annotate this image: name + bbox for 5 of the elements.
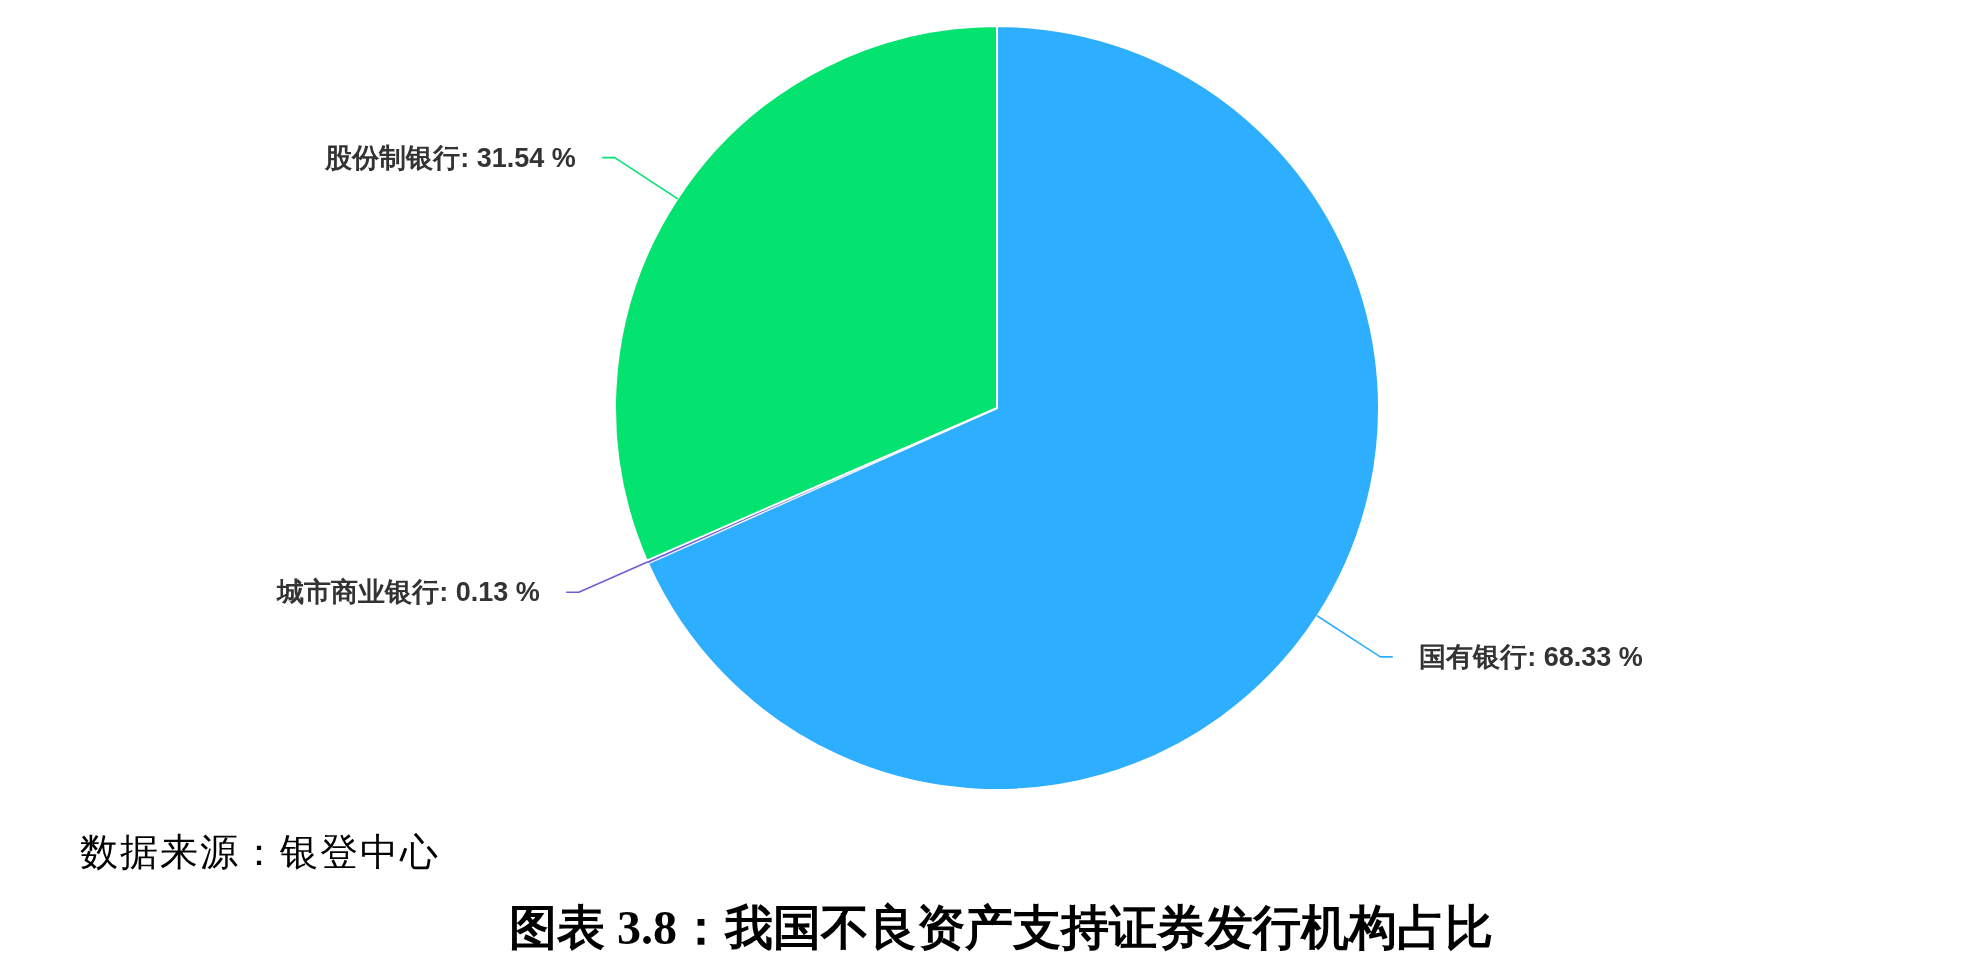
text: 图表 3.8：我国不良资产支持证券发行机构占比 xyxy=(509,900,1493,954)
slice-label: 城市商业银行: 0.13 % xyxy=(276,577,540,608)
slice-label: 国有银行: 68.33 % xyxy=(1419,641,1643,672)
source-note: 数据来源：银登中心 xyxy=(80,831,440,873)
slice-label: 股份制银行: 31.54 % xyxy=(324,142,576,173)
